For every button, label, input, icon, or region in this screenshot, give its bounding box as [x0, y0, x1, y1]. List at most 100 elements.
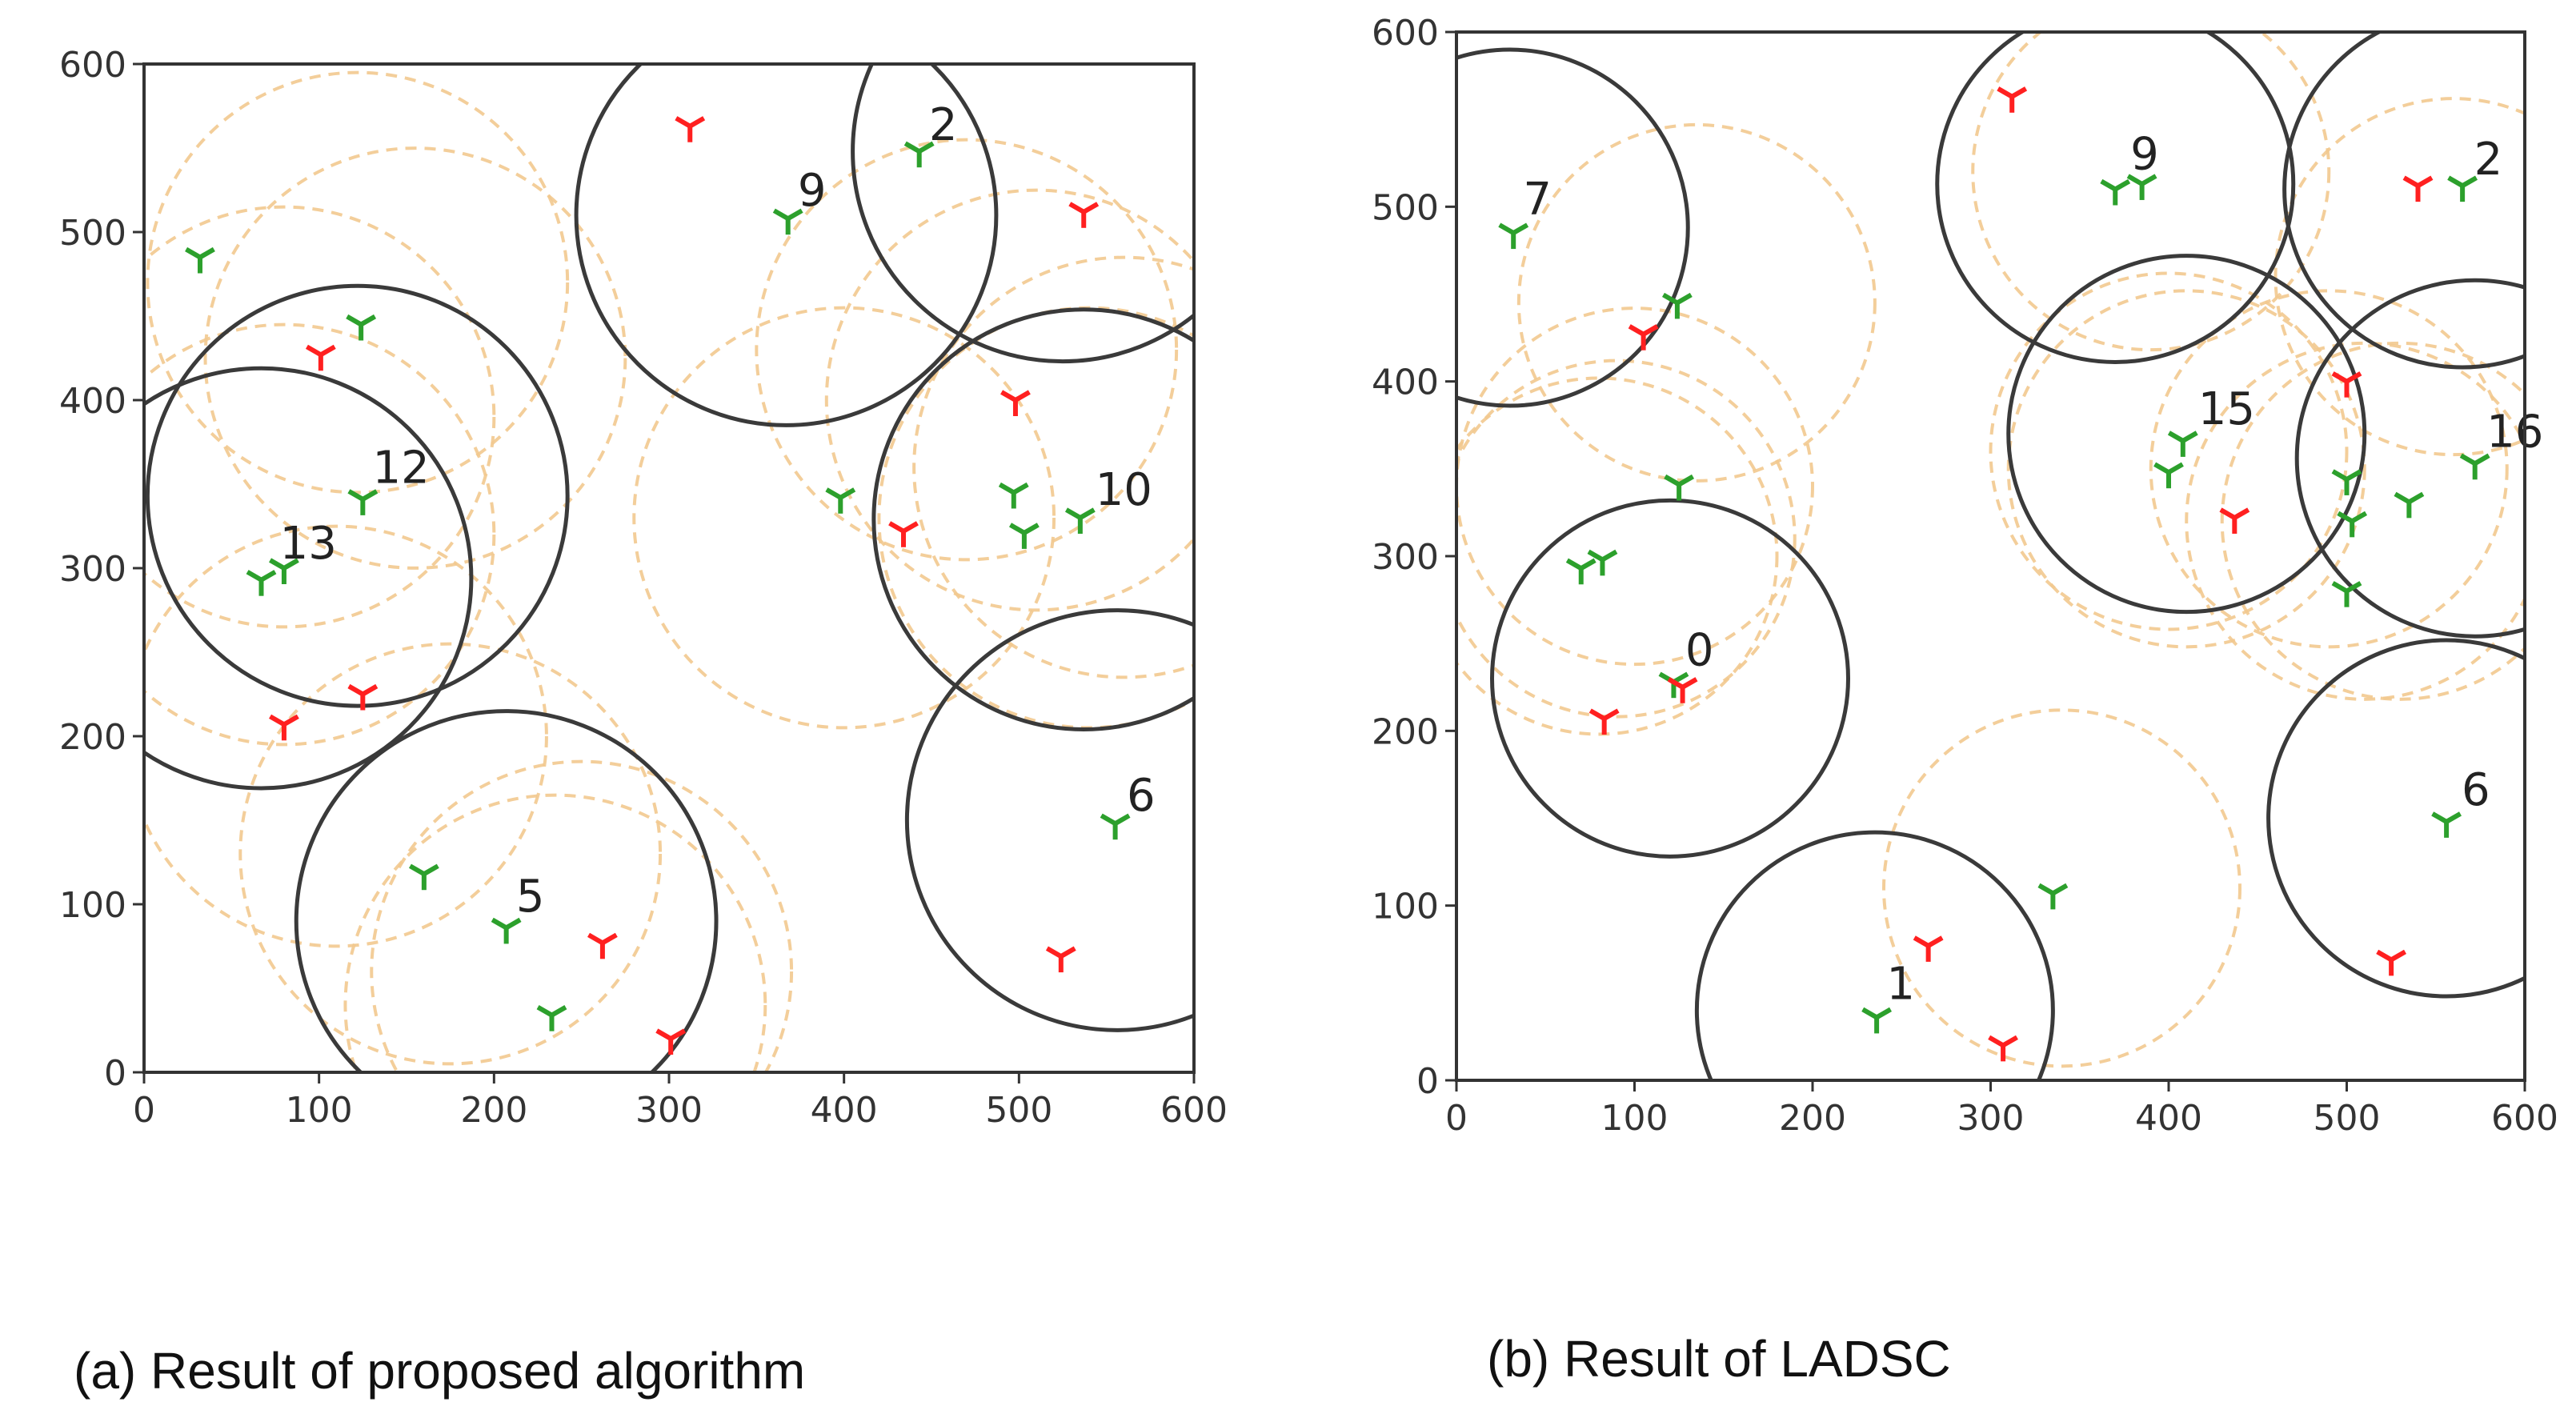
green-node-marker: [825, 487, 856, 514]
sensor-label: 15: [2198, 383, 2255, 435]
active-coverage-circle-1: [1694, 830, 2055, 1080]
x-tick-label: 500: [2314, 1098, 2381, 1139]
sensor-label: 0: [1685, 624, 1714, 676]
red-node-marker: [675, 116, 706, 142]
inactive-coverage-circle: [2274, 97, 2525, 457]
active-coverage-circle-6: [2266, 638, 2525, 999]
sensor-label: 6: [2462, 764, 2490, 816]
inactive-coverage-circle: [912, 255, 1194, 679]
inactive-coverage-circle: [1456, 376, 1779, 736]
red-node-marker: [1988, 1035, 2018, 1062]
red-node-marker: [1667, 677, 1698, 703]
y-tick-label: 200: [1372, 711, 1439, 752]
inactive-coverage-circle: [2149, 289, 2509, 649]
inactive-coverage-circle: [1989, 271, 2349, 631]
inactive-coverage-circle: [144, 524, 548, 948]
y-tick-label: 200: [59, 717, 126, 758]
green-node-marker: [2126, 174, 2157, 200]
y-tick-label: 100: [1372, 887, 1439, 927]
green-node-marker: [185, 246, 215, 274]
green-node-marker: [2459, 453, 2490, 480]
green-node-marker: [1100, 813, 1131, 840]
green-node-marker: [2167, 431, 2198, 457]
inactive-coverage-circle: [203, 146, 627, 570]
y-tick-label: 500: [1372, 187, 1439, 228]
caption-b: (b) Result of LADSC: [1487, 1330, 1951, 1388]
inactive-coverage-circle: [2185, 341, 2525, 701]
x-tick-label: 600: [2491, 1098, 2558, 1139]
x-tick-label: 400: [811, 1090, 878, 1131]
active-coverage-circle-15: [2006, 254, 2367, 615]
green-node-marker: [408, 863, 439, 891]
active-coverage-circle-13: [144, 366, 474, 791]
green-node-marker: [536, 1004, 567, 1031]
y-tick-label: 300: [1372, 537, 1439, 578]
y-tick-label: 0: [1416, 1061, 1439, 1102]
active-coverage-circle-16: [2294, 278, 2525, 639]
x-tick-label: 100: [286, 1090, 353, 1131]
inactive-coverage-circle: [343, 793, 767, 1072]
red-node-marker: [269, 714, 299, 741]
red-node-marker: [587, 932, 618, 959]
red-node-marker: [2402, 175, 2434, 202]
red-node-marker: [1588, 708, 1620, 735]
green-node-marker: [2394, 491, 2425, 519]
x-tick-label: 0: [133, 1090, 155, 1131]
sensor-label: 2: [929, 99, 958, 151]
green-node-marker: [2153, 462, 2184, 489]
red-node-marker: [1045, 946, 1076, 973]
green-node-marker: [1565, 558, 1596, 585]
y-tick-label: 0: [104, 1053, 126, 1094]
caption-a: (a) Result of proposed algorithm: [74, 1342, 805, 1400]
sensor-label: 16: [2486, 407, 2543, 459]
inactive-coverage-circle: [632, 306, 1056, 730]
red-node-marker: [1068, 202, 1100, 228]
panel-b-chart: 7 9 2 15 16 0 6 1 0 100 200 300 400 500 600 0 100 200 300 4…: [1372, 13, 2558, 1139]
inactive-coverage-circle: [2006, 289, 2366, 649]
green-node-marker: [2331, 469, 2362, 495]
x-tick-label: 200: [460, 1090, 527, 1131]
x-tick-label: 300: [1957, 1098, 2025, 1139]
active-coverage-circle-10: [871, 307, 1194, 731]
active-coverage-circle-7: [1456, 47, 1690, 408]
x-tick-label: 600: [1160, 1090, 1228, 1131]
green-node-marker: [2331, 581, 2362, 607]
red-node-marker: [2331, 371, 2362, 398]
active-coverage-circle-9: [574, 64, 999, 427]
green-node-marker: [1861, 1007, 1892, 1034]
sensor-label: 6: [1127, 770, 1156, 822]
x-tick-label: 200: [1779, 1098, 1846, 1139]
x-tick-label: 300: [635, 1090, 703, 1131]
x-tick-label: 400: [2135, 1098, 2202, 1139]
inactive-coverage-circle: [1516, 122, 1877, 483]
green-node-marker: [998, 482, 1029, 509]
y-tick-label: 300: [59, 549, 126, 590]
x-tick-label: 500: [985, 1090, 1052, 1131]
inactive-coverage-circle: [877, 306, 1194, 730]
sensor-label: 5: [516, 871, 545, 923]
green-node-marker: [246, 570, 277, 596]
active-coverage-circle-5: [294, 709, 719, 1072]
y-tick-label: 400: [1372, 363, 1439, 403]
red-node-marker: [347, 683, 379, 711]
inactive-coverage-circle: [824, 188, 1194, 612]
sensor-label: 7: [1523, 174, 1552, 226]
inactive-coverage-circle: [1971, 32, 2331, 352]
red-node-marker: [2219, 507, 2250, 534]
green-node-marker: [1008, 523, 1040, 549]
inactive-coverage-circle: [144, 205, 496, 629]
inactive-coverage-circle: [1456, 306, 1814, 667]
sensor-label: 9: [2130, 128, 2159, 180]
active-coverage-circle-6: [904, 608, 1194, 1032]
active-coverage-circle-2: [851, 64, 1194, 364]
red-node-marker: [1628, 324, 1659, 350]
red-node-marker: [1000, 390, 1031, 416]
y-tick-label: 600: [59, 45, 126, 86]
active-coverage-circle-12: [145, 283, 570, 708]
plot-area: [1456, 32, 2525, 1080]
inactive-coverage-circle: [1456, 359, 1797, 719]
green-node-marker: [269, 558, 299, 584]
green-node-marker: [2037, 883, 2069, 910]
red-node-marker: [2376, 949, 2407, 976]
